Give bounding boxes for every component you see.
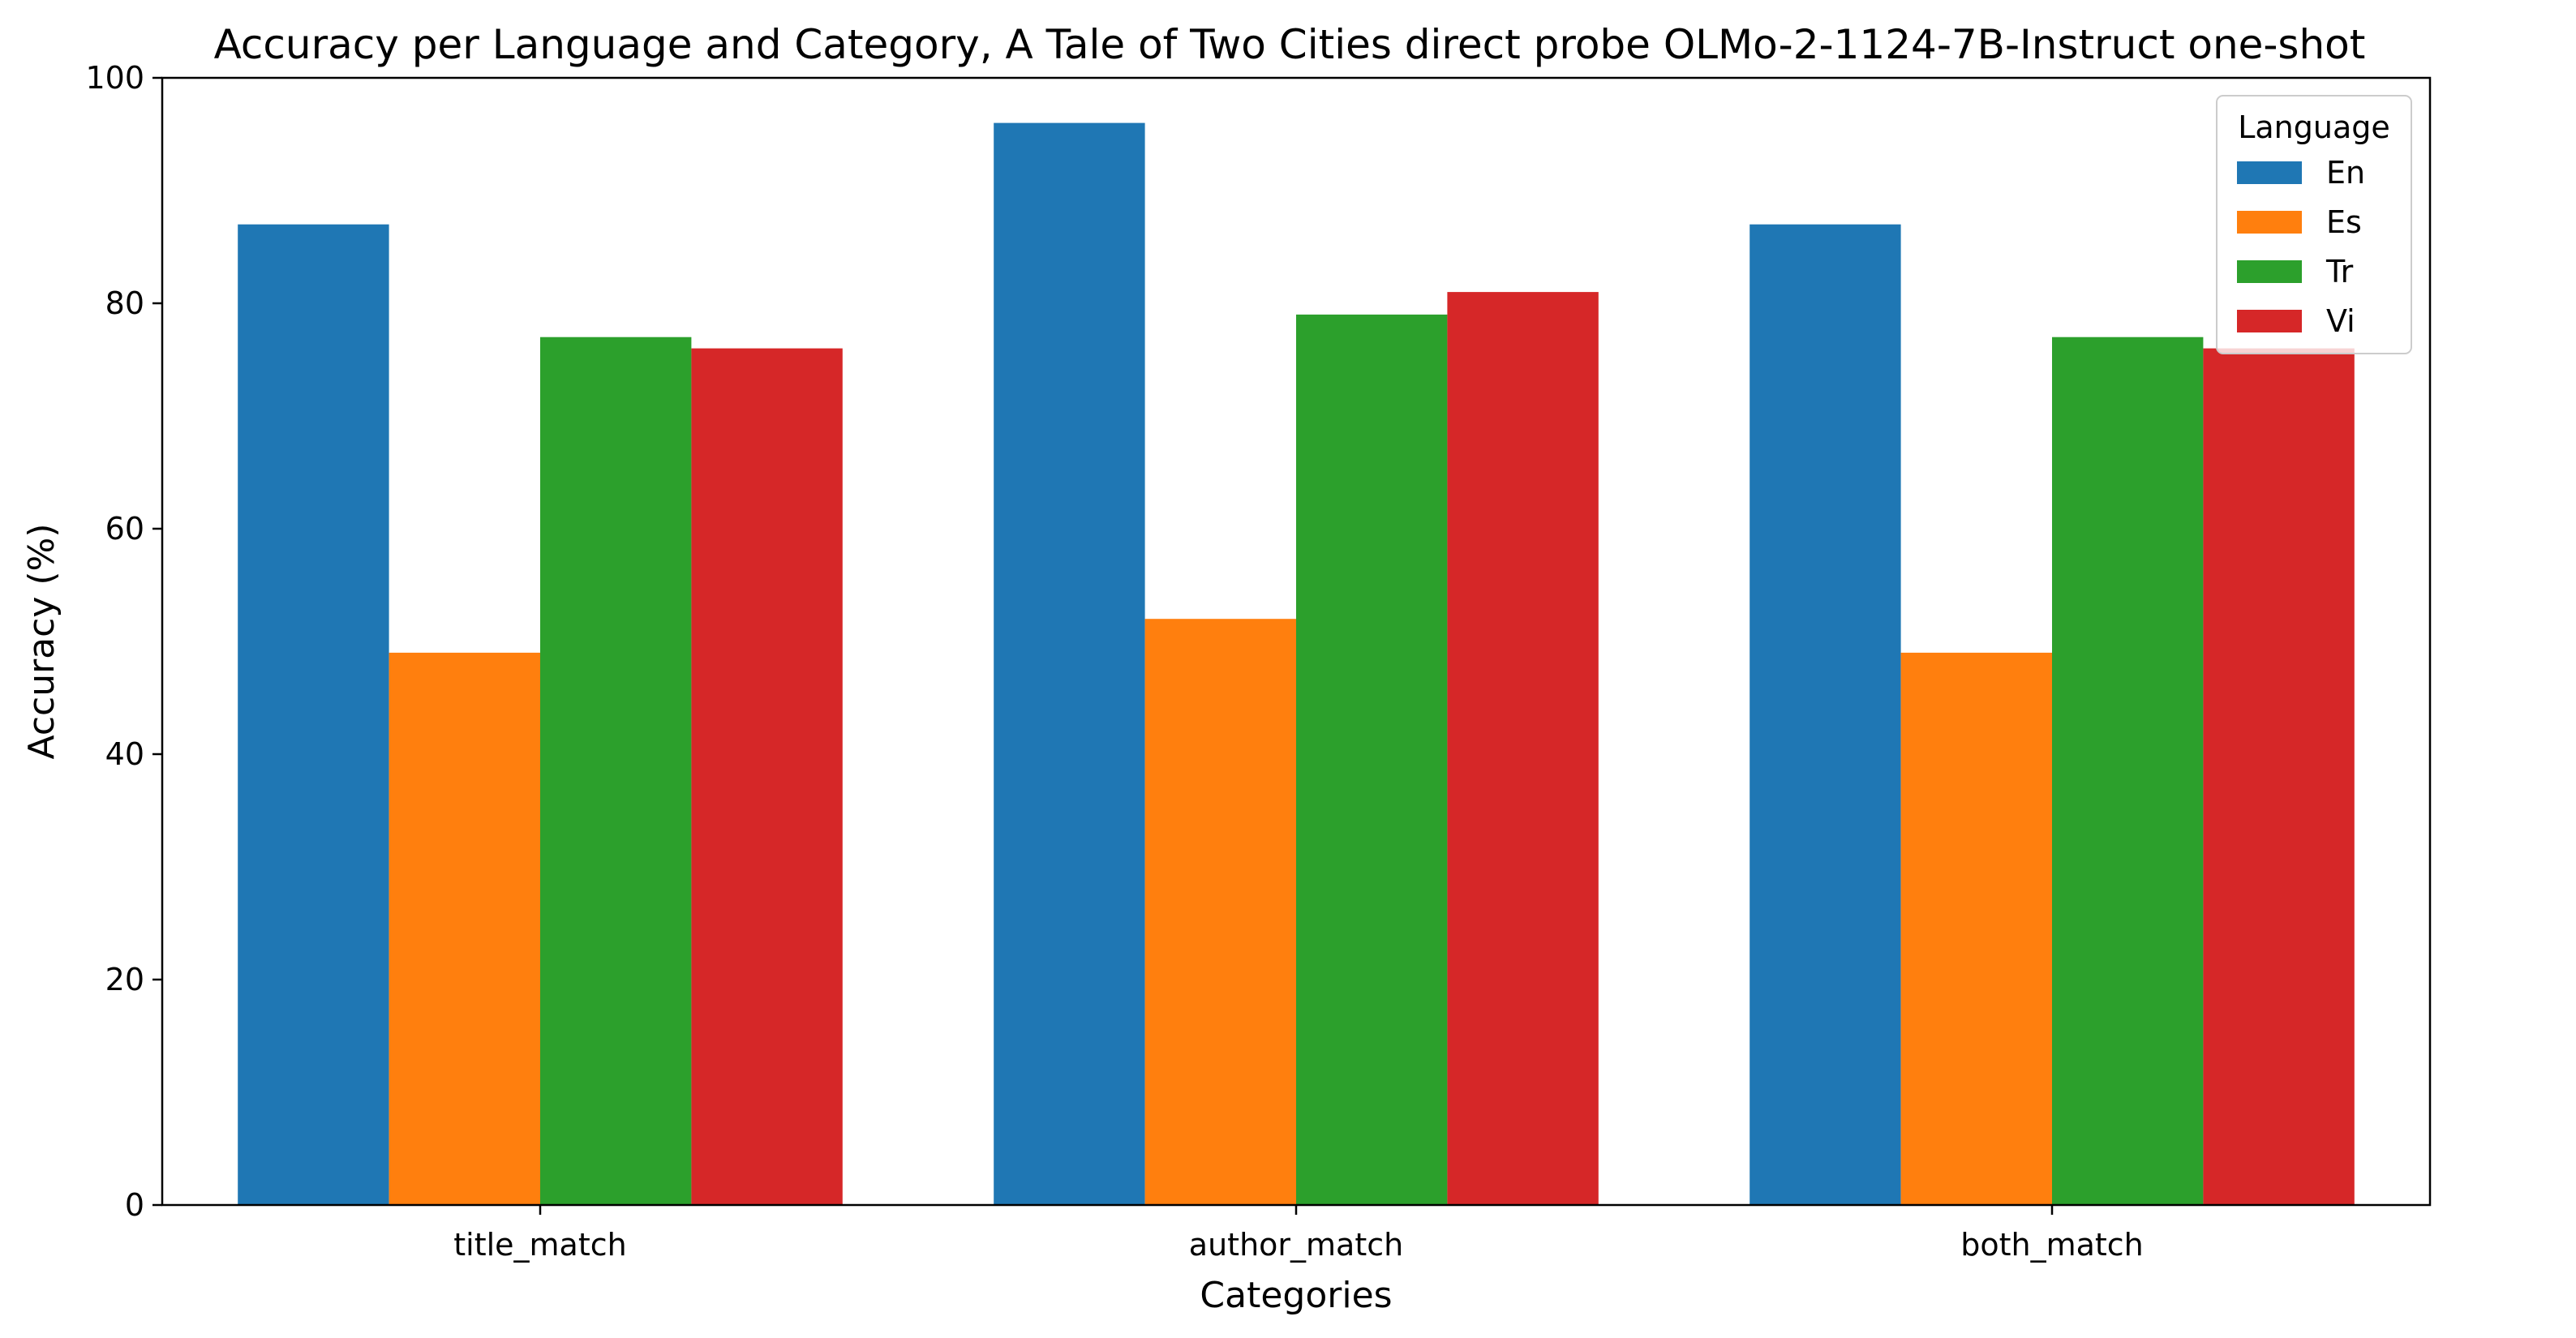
plot-frame: [161, 76, 2432, 1207]
legend-frame: [2216, 95, 2412, 354]
legend-label-en: En: [2326, 155, 2365, 191]
bar-en-both_match: [1750, 224, 1901, 1206]
x-tick-label-author_match: author_match: [1189, 1227, 1403, 1263]
y-axis-label: Accuracy (%): [21, 523, 62, 759]
legend-swatch-es: [2237, 211, 2302, 234]
legend-swatch-en: [2237, 161, 2302, 184]
bar-es-author_match: [1144, 619, 1296, 1205]
bar-tr-title_match: [540, 337, 692, 1206]
legend-label-vi: Vi: [2326, 303, 2355, 339]
bar-es-both_match: [1900, 652, 2052, 1205]
x-axis-label: Categories: [1200, 1275, 1392, 1316]
bar-tr-both_match: [2052, 337, 2204, 1206]
chart-title: Accuracy per Language and Category, A Ta…: [214, 21, 2366, 68]
legend[interactable]: Language En Es Tr Vi: [2216, 95, 2412, 354]
bar-vi-both_match: [2203, 348, 2355, 1206]
y-tick-label: 60: [105, 511, 144, 547]
x-axis: title_match author_match both_match: [453, 1205, 2144, 1263]
legend-label-es: Es: [2326, 204, 2362, 240]
y-tick-label: 0: [125, 1187, 144, 1223]
x-tick-label-title_match: title_match: [453, 1227, 626, 1263]
bar-en-author_match: [994, 122, 1145, 1206]
bar-vi-author_match: [1447, 292, 1599, 1206]
bar-es-title_match: [389, 652, 540, 1205]
y-tick-label: 40: [105, 736, 144, 772]
legend-items: En Es Tr Vi: [2237, 155, 2365, 339]
y-tick-label: 100: [85, 60, 144, 96]
y-tick-label: 80: [105, 285, 144, 321]
x-tick-label-both_match: both_match: [1960, 1227, 2144, 1263]
legend-swatch-vi: [2237, 310, 2302, 332]
bars-group: [238, 122, 2355, 1206]
y-tick-label: 20: [105, 962, 144, 997]
legend-swatch-tr: [2237, 260, 2302, 283]
bar-tr-author_match: [1296, 314, 1448, 1205]
legend-title: Language: [2238, 109, 2390, 145]
legend-label-tr: Tr: [2325, 254, 2354, 289]
bar-vi-title_match: [691, 348, 843, 1206]
bar-en-title_match: [238, 224, 389, 1206]
y-axis: 0 20 40 60 80 100: [85, 60, 162, 1223]
